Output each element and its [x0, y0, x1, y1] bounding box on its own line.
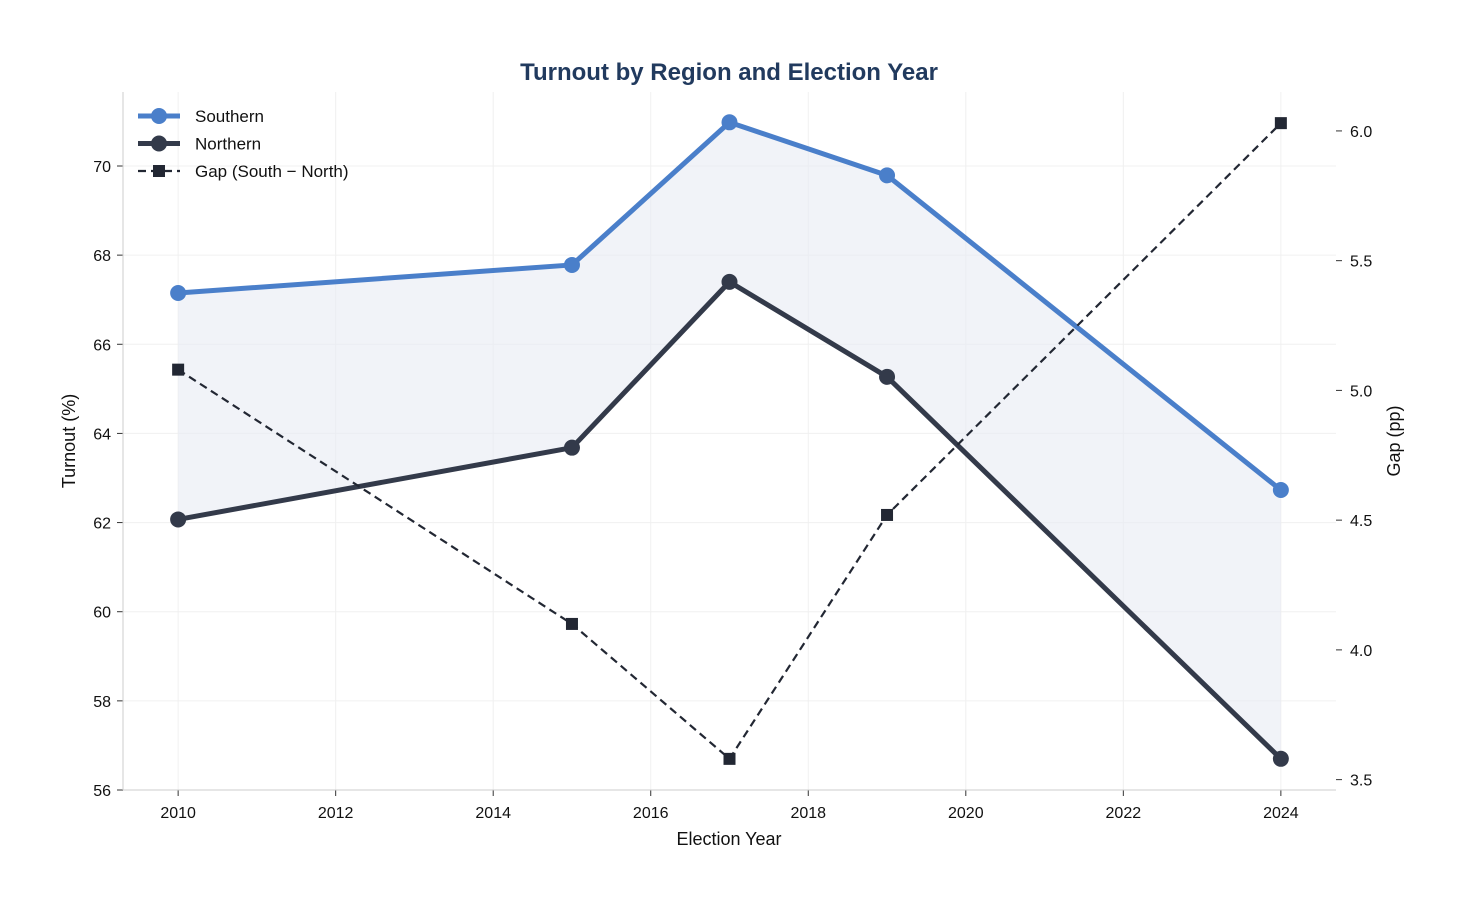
data-point	[723, 752, 736, 765]
x-tick-label: 2014	[475, 805, 511, 822]
data-point	[565, 617, 578, 630]
data-point	[721, 273, 738, 290]
legend-label: Southern	[195, 107, 264, 126]
legend-marker	[151, 135, 167, 152]
legend-marker	[151, 108, 167, 124]
chart-title: Turnout by Region and Election Year	[520, 59, 938, 86]
data-point	[172, 363, 185, 376]
y-tick-label: 56	[93, 783, 111, 800]
axes: 2010 2012 2014 2016 2018 2020 2022 2024 56 58 60 62…	[93, 92, 1372, 822]
y2-tick-label: 6.0	[1350, 124, 1372, 141]
data-point	[1274, 117, 1287, 130]
y2-tick-label: 4.0	[1350, 643, 1372, 660]
legend: Southern Northern Gap (South − North)	[138, 107, 349, 181]
series-lines	[170, 114, 1289, 767]
data-point	[879, 368, 896, 385]
y-tick-label: 62	[93, 516, 111, 533]
data-point	[1272, 482, 1289, 499]
x-tick-label: 2022	[1106, 805, 1142, 822]
data-point	[170, 285, 187, 302]
y-axis-label: Turnout (%)	[59, 394, 79, 488]
legend-label: Northern	[195, 135, 261, 154]
y2-axis-label: Gap (pp)	[1384, 405, 1404, 476]
y2-tick-label: 4.5	[1350, 513, 1372, 530]
data-point	[563, 439, 580, 456]
data-point	[563, 256, 580, 273]
data-point	[881, 508, 894, 521]
x-tick-label: 2024	[1263, 805, 1299, 822]
legend-marker	[153, 165, 165, 177]
fill-area	[178, 122, 1281, 759]
y2-tick-label: 5.5	[1350, 254, 1372, 271]
x-tick-label: 2020	[948, 805, 984, 822]
data-point	[721, 114, 738, 131]
x-tick-label: 2018	[790, 805, 826, 822]
data-point	[170, 511, 187, 528]
y-tick-label: 66	[93, 337, 111, 354]
y-tick-label: 60	[93, 605, 111, 622]
legend-label: Gap (South − North)	[195, 162, 349, 181]
x-tick-label: 2016	[633, 805, 669, 822]
data-point	[879, 167, 896, 184]
x-tick-label: 2012	[318, 805, 354, 822]
data-point	[1272, 750, 1289, 767]
y-tick-label: 68	[93, 248, 111, 265]
y2-tick-label: 5.0	[1350, 383, 1372, 400]
x-axis-label: Election Year	[676, 829, 781, 849]
x-tick-label: 2010	[160, 805, 196, 822]
y-tick-label: 70	[93, 159, 111, 176]
y-tick-label: 64	[93, 426, 111, 443]
y2-tick-label: 3.5	[1350, 773, 1372, 790]
fill-between	[178, 122, 1281, 759]
y-tick-label: 58	[93, 694, 111, 711]
